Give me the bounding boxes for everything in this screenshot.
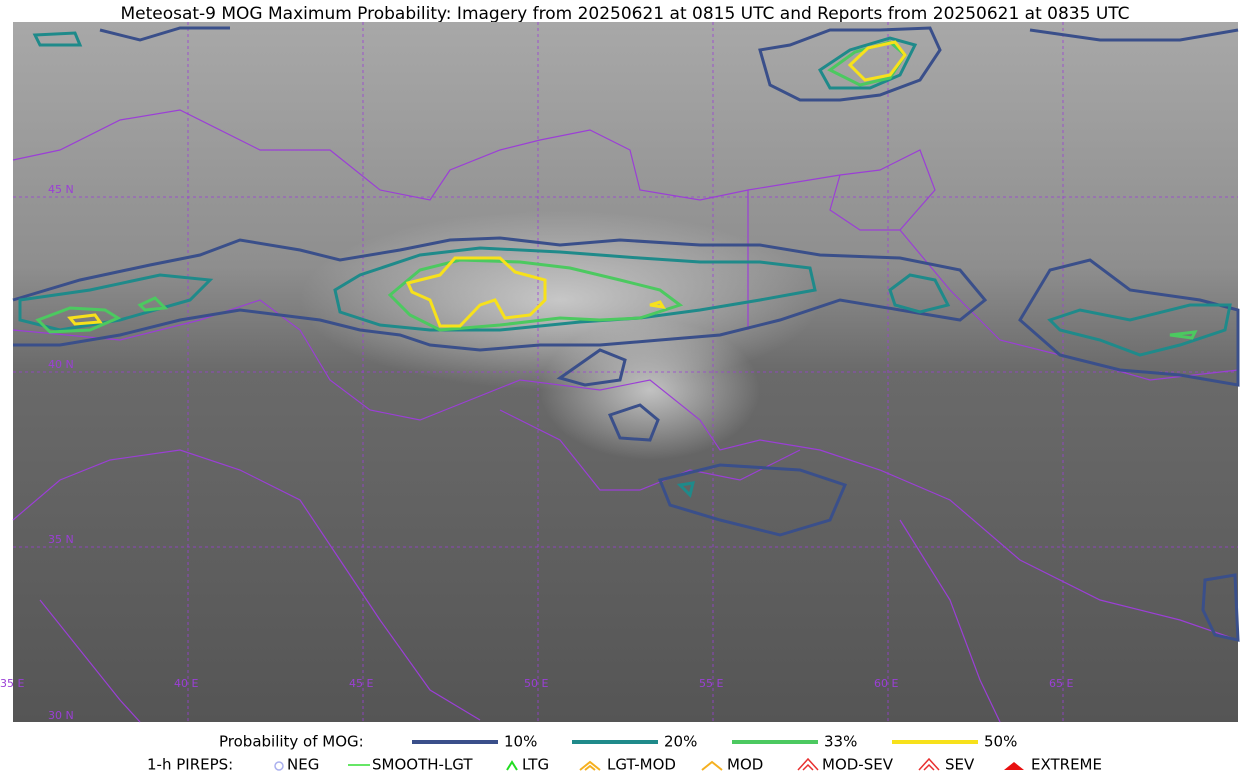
legend-label: 10% — [504, 733, 537, 751]
legend-label: LGT-MOD — [607, 756, 676, 774]
legend-title: 1-h PIREPS: — [147, 756, 233, 774]
lon-label: 65 E — [1049, 677, 1073, 690]
legend-label: NEG — [287, 756, 319, 774]
legend-label: 50% — [984, 733, 1017, 751]
legend-label: MOD — [727, 756, 763, 774]
legend-label: SMOOTH-LGT — [372, 756, 473, 774]
legend-label: 20% — [664, 733, 697, 751]
lon-label: 45 E — [349, 677, 373, 690]
legend-label: 33% — [824, 733, 857, 751]
legend: Probability of MOG: 10% 20% 33% 50% 1-h … — [147, 733, 1102, 774]
map: 45 N 40 N 35 N 30 N 35 E 40 E 45 E 50 E … — [0, 22, 1240, 723]
lat-label: 30 N — [48, 709, 74, 722]
lon-label: 60 E — [874, 677, 898, 690]
lon-label: 35 E — [0, 677, 24, 690]
lat-label: 40 N — [48, 358, 74, 371]
legend-label: SEV — [945, 756, 975, 774]
legend-label: LTG — [522, 756, 549, 774]
title: Meteosat-9 MOG Maximum Probability: Imag… — [120, 4, 1129, 24]
lon-label: 50 E — [524, 677, 548, 690]
contours — [12, 26, 1240, 642]
graticule — [13, 22, 1238, 722]
lat-label: 35 N — [48, 533, 74, 546]
lon-label: 55 E — [699, 677, 723, 690]
lat-label: 45 N — [48, 183, 74, 196]
legend-label: MOD-SEV — [822, 756, 894, 774]
lon-label: 40 E — [174, 677, 198, 690]
legend-title: Probability of MOG: — [219, 733, 364, 751]
legend-label: EXTREME — [1031, 756, 1102, 774]
